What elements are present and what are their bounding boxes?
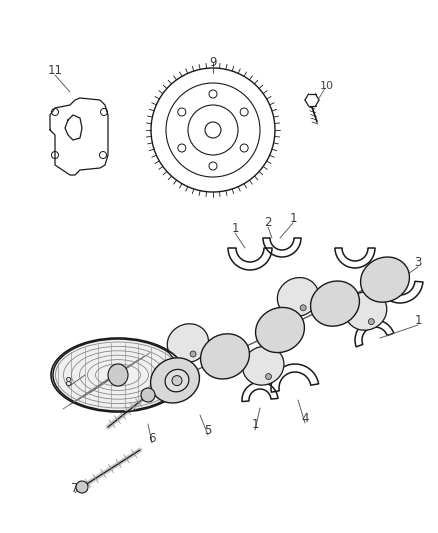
Text: 10: 10 (320, 81, 334, 91)
Ellipse shape (108, 364, 128, 386)
Text: 11: 11 (47, 63, 63, 77)
Text: 1: 1 (289, 212, 297, 224)
Circle shape (368, 319, 374, 325)
Ellipse shape (165, 369, 189, 392)
Text: 4: 4 (301, 411, 309, 424)
Circle shape (141, 388, 155, 402)
Text: 1: 1 (251, 418, 259, 432)
Text: 1: 1 (414, 313, 422, 327)
Circle shape (190, 351, 196, 357)
Circle shape (172, 376, 182, 385)
Text: 5: 5 (204, 424, 212, 437)
Ellipse shape (243, 346, 284, 385)
Text: 2: 2 (264, 215, 272, 229)
Circle shape (265, 374, 272, 379)
Text: 3: 3 (414, 255, 422, 269)
Ellipse shape (167, 324, 208, 362)
Ellipse shape (53, 339, 183, 411)
Ellipse shape (255, 308, 304, 353)
Ellipse shape (360, 257, 410, 302)
Circle shape (300, 305, 306, 311)
Ellipse shape (151, 358, 199, 403)
Text: 6: 6 (148, 432, 156, 445)
Ellipse shape (346, 292, 387, 330)
Ellipse shape (311, 281, 360, 326)
Text: 1: 1 (231, 222, 239, 235)
Ellipse shape (277, 278, 318, 317)
Text: 8: 8 (64, 376, 72, 389)
Circle shape (76, 481, 88, 493)
Text: 9: 9 (209, 55, 217, 69)
Text: 7: 7 (71, 481, 79, 495)
Ellipse shape (201, 334, 250, 379)
